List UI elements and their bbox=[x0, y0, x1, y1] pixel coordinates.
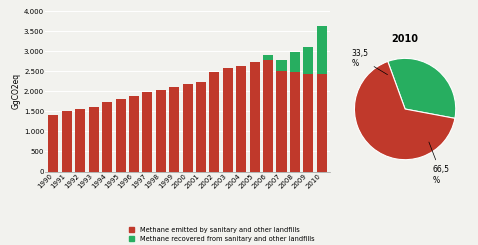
Bar bbox=[209, 72, 219, 172]
Bar bbox=[196, 82, 206, 172]
Bar bbox=[236, 66, 246, 172]
Bar bbox=[75, 109, 85, 172]
Bar bbox=[48, 114, 58, 172]
Bar bbox=[263, 60, 273, 172]
Bar bbox=[276, 60, 286, 71]
Bar bbox=[142, 92, 152, 172]
Bar bbox=[290, 52, 300, 72]
Bar bbox=[304, 47, 314, 74]
Y-axis label: GgCO2eq: GgCO2eq bbox=[12, 73, 21, 109]
Bar bbox=[169, 87, 179, 172]
Bar bbox=[250, 62, 260, 172]
Bar bbox=[129, 96, 139, 172]
Text: 66,5
%: 66,5 % bbox=[429, 142, 450, 184]
Bar bbox=[317, 26, 327, 74]
Bar bbox=[62, 111, 72, 172]
Bar bbox=[116, 99, 126, 172]
Bar bbox=[290, 72, 300, 172]
Bar bbox=[317, 74, 327, 172]
Wedge shape bbox=[388, 58, 456, 118]
Bar bbox=[102, 102, 112, 172]
Bar bbox=[276, 71, 286, 172]
Bar bbox=[263, 55, 273, 60]
Title: 2010: 2010 bbox=[391, 34, 419, 44]
Legend: Methane emitted by sanitary and other landfills, Methane recovered from sanitary: Methane emitted by sanitary and other la… bbox=[129, 226, 315, 242]
Bar bbox=[183, 85, 193, 172]
Bar bbox=[304, 74, 314, 172]
Text: 33,5
%: 33,5 % bbox=[352, 49, 388, 75]
Bar bbox=[89, 107, 99, 172]
Wedge shape bbox=[355, 61, 455, 160]
Bar bbox=[223, 68, 233, 172]
Bar bbox=[156, 90, 166, 172]
